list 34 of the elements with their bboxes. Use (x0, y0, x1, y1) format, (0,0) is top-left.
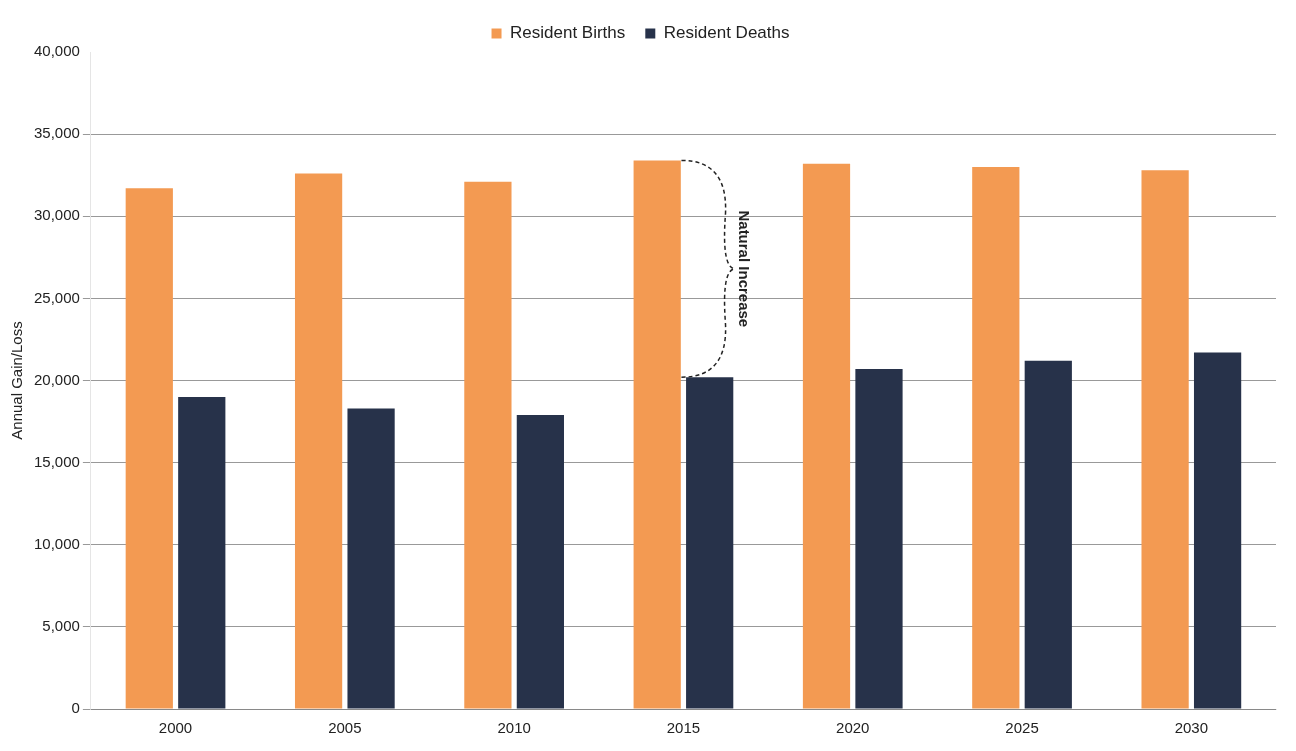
bar (178, 396, 226, 709)
y-tick-label: 5,000 (42, 617, 80, 635)
bar (686, 377, 734, 709)
y-tick-label: 30,000 (33, 206, 80, 224)
bar (1193, 352, 1242, 709)
y-tick-label: 0 (71, 699, 80, 717)
bar (125, 188, 173, 709)
bar (802, 163, 851, 709)
bar (855, 369, 903, 709)
x-tick-label: 2025 (1005, 719, 1039, 737)
y-tick-label: 10,000 (33, 534, 80, 552)
x-tick-label: 2030 (1174, 719, 1209, 737)
y-tick-label: 35,000 (33, 124, 80, 142)
bar (464, 181, 512, 709)
x-tick-label: 2000 (158, 719, 193, 737)
annotation: Natural Increase (736, 210, 754, 328)
legend-label: Resident Births (510, 23, 626, 43)
y-tick-label: 15,000 (33, 452, 80, 470)
x-tick-label: 2015 (666, 719, 701, 737)
x-tick-label: 2005 (328, 719, 362, 737)
x-tick-label: 2010 (497, 719, 531, 737)
y-tick-label: 40,000 (33, 42, 80, 60)
bar (1024, 360, 1072, 709)
y-axis-title: Annual Gain/Loss (8, 321, 26, 440)
y-tick-label: 20,000 (33, 370, 80, 388)
bar (633, 160, 681, 709)
bar (347, 408, 395, 709)
bar (516, 414, 564, 709)
bar (972, 166, 1020, 709)
y-tick-label: 25,000 (33, 288, 80, 306)
legend-label: Resident Deaths (663, 23, 790, 43)
bar (1141, 170, 1189, 709)
x-tick-label: 2020 (836, 719, 870, 737)
bar (294, 173, 343, 709)
